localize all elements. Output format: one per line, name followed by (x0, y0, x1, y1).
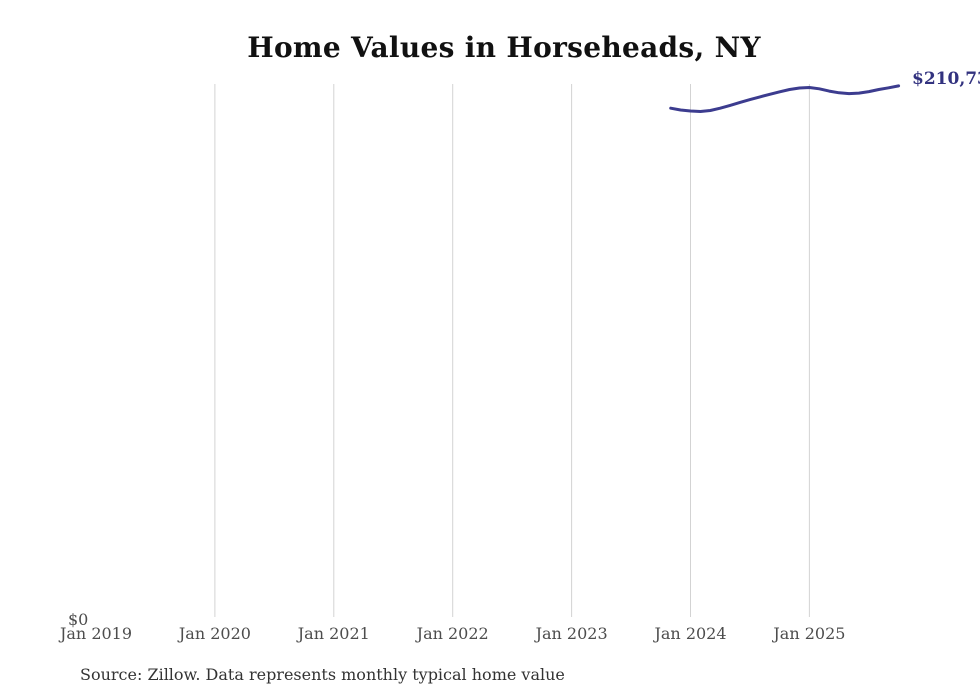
end-value-label: $210,733 (912, 69, 980, 89)
x-tick-label: Jan 2020 (178, 624, 251, 643)
x-tick-label: Jan 2025 (773, 624, 846, 643)
x-tick-label: Jan 2024 (654, 624, 727, 643)
y-axis-zero-label: $0 (68, 610, 89, 629)
source-note: Source: Zillow. Data represents monthly … (80, 665, 565, 684)
gridlines (214, 84, 810, 617)
x-tick-label: Jan 2021 (297, 624, 370, 643)
home-value-line (669, 84, 901, 113)
x-tick-label: Jan 2022 (416, 624, 489, 643)
x-tick-label: Jan 2023 (535, 624, 608, 643)
chart-title: Home Values in Horseheads, NY (247, 31, 761, 64)
x-tick-label: Jan 2019 (59, 624, 133, 643)
